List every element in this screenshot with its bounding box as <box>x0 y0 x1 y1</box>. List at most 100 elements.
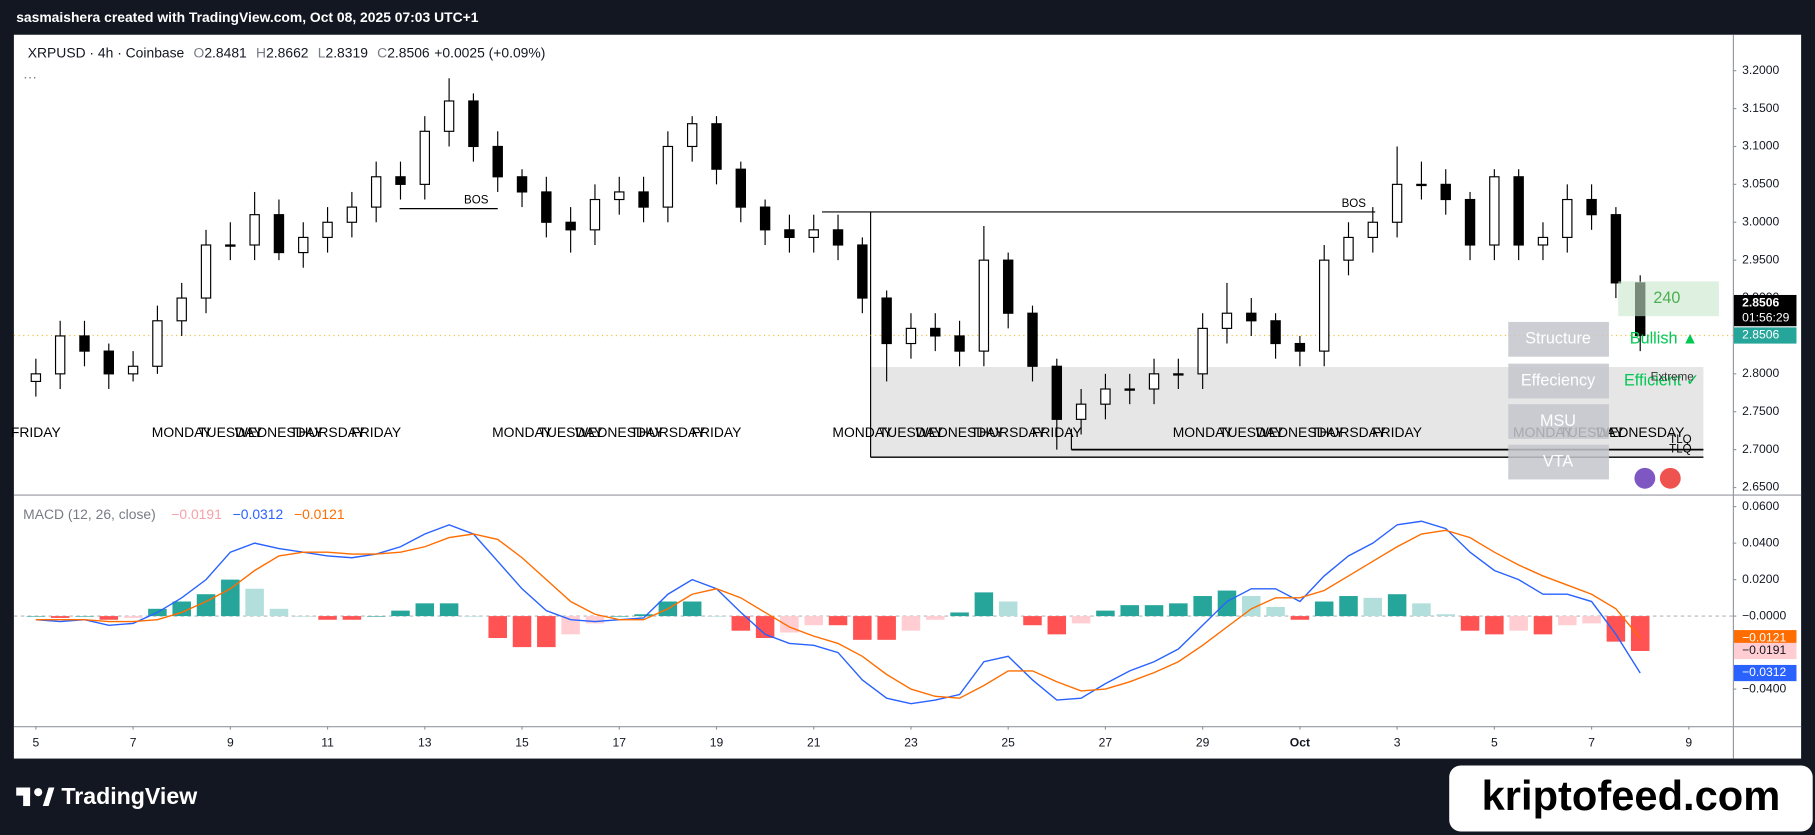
candle-body <box>273 214 285 254</box>
value-badge-label: −0.0312 <box>1742 665 1786 679</box>
histogram-bar <box>75 616 94 617</box>
histogram-bar <box>123 616 143 618</box>
header-text: 2.8481 <box>204 44 247 60</box>
candle-body <box>905 327 917 345</box>
weekday-label: TUESDAY <box>1219 424 1283 440</box>
weekday-label: WEDNESDAY <box>575 424 663 440</box>
candle-body <box>1562 198 1573 238</box>
legend-value: −0.0312 <box>233 506 284 522</box>
header-text: +0.0025 (+0.09%) <box>434 44 545 60</box>
y-tick-label: 2.6500 <box>1742 480 1779 494</box>
logo-shape <box>23 787 31 807</box>
header-text: H <box>256 44 266 60</box>
candle-body <box>127 365 139 375</box>
header-text: 2.8506 <box>387 44 430 60</box>
candle-body <box>1270 320 1281 345</box>
candle-body <box>1489 176 1500 246</box>
histogram-bar <box>1144 605 1164 617</box>
histogram-bar <box>488 616 507 639</box>
candle-body <box>225 244 236 247</box>
x-tick-label: 25 <box>1001 736 1015 750</box>
candle-body <box>200 244 212 299</box>
x-tick-label: 19 <box>710 736 724 750</box>
candle-body <box>638 191 649 208</box>
histogram-bar <box>318 616 337 620</box>
weekday-label: FRIDAY <box>1372 424 1422 440</box>
candle-body <box>662 145 674 208</box>
x-tick-label: 11 <box>321 736 334 750</box>
histogram-bar <box>1485 616 1504 635</box>
y-tick-label: 3.0500 <box>1742 177 1779 191</box>
candle-body <box>1294 342 1306 352</box>
histogram-bar <box>1242 596 1261 617</box>
weekday-label: MONDAY <box>492 424 552 440</box>
candle-body <box>1075 403 1087 420</box>
value-badge <box>1733 664 1797 682</box>
candle-body <box>1513 176 1524 246</box>
weekday-label: THURSDAY <box>971 424 1046 440</box>
candle-body <box>1221 312 1233 329</box>
weekday-label: FRIDAY <box>11 424 61 440</box>
icon <box>1659 467 1681 489</box>
panel-row <box>1508 321 1609 357</box>
byline: sasmaishera created with TradingView.com… <box>16 9 478 25</box>
candle-body <box>1537 236 1549 246</box>
y-tick-label: −0.0000 <box>1742 608 1786 622</box>
candle-body <box>1391 183 1403 223</box>
weekday-label: MONDAY <box>1173 424 1233 440</box>
histogram-bar <box>974 592 994 617</box>
histogram-bar <box>707 616 726 617</box>
candle-body <box>832 229 844 246</box>
histogram-bar <box>172 601 191 617</box>
extreme-label: Extreme <box>1651 372 1694 384</box>
candle-body <box>565 221 576 231</box>
histogram-bar <box>26 616 46 617</box>
timeframe-box <box>1618 281 1719 317</box>
candle-body <box>176 297 187 322</box>
candle-body <box>857 244 868 299</box>
candle-body <box>711 123 722 170</box>
weekday-label: WEDNESDAY <box>915 424 1003 440</box>
histogram-bar <box>950 612 969 617</box>
weekday-label: WEDNESDAY <box>1256 424 1344 440</box>
histogram-bar <box>1290 616 1310 620</box>
y-tick-label: 3.1500 <box>1742 101 1779 115</box>
weekday-label: MONDAY <box>832 424 892 440</box>
brand-logo: TradingView <box>16 783 198 809</box>
histogram-bar <box>755 616 775 639</box>
candle-body <box>443 100 455 132</box>
y-tick-label: 0.0600 <box>1742 499 1779 513</box>
logo-shape <box>34 788 43 797</box>
x-tick-label: 13 <box>418 736 432 750</box>
candle-body <box>322 221 333 238</box>
candle-body <box>1586 198 1597 216</box>
panel-row <box>1508 444 1609 480</box>
candle-body <box>1610 214 1622 284</box>
tlq-label: TLQ <box>1669 443 1691 455</box>
histogram-bar <box>221 579 240 617</box>
x-tick-label: 5 <box>1491 736 1498 750</box>
y-tick-label: 0.0200 <box>1742 572 1779 586</box>
panel-label: Effeciency <box>1521 371 1596 389</box>
candle-body <box>1197 327 1208 375</box>
histogram-bar <box>50 616 70 618</box>
last-price-label: 2.8506 <box>1742 295 1779 309</box>
candle-body <box>468 100 479 148</box>
candle-body <box>370 176 382 208</box>
candle-body <box>30 373 42 383</box>
candle-body <box>589 198 601 231</box>
watermark-box <box>1449 765 1813 832</box>
timeframe: 240 <box>1653 289 1680 307</box>
last-price-badge <box>1733 327 1797 344</box>
histogram-bar <box>1193 596 1212 617</box>
histogram-bar <box>366 616 386 617</box>
bos-label: BOS <box>464 195 489 207</box>
histogram-bar <box>245 588 264 617</box>
info-panel: 240 Structure Effeciency MSU VTA Bullish… <box>1508 281 1719 489</box>
candle-body <box>1173 373 1184 376</box>
histogram-bar <box>1023 616 1042 626</box>
y-tick-label: 2.7500 <box>1742 404 1779 418</box>
candle-body <box>1100 388 1111 405</box>
